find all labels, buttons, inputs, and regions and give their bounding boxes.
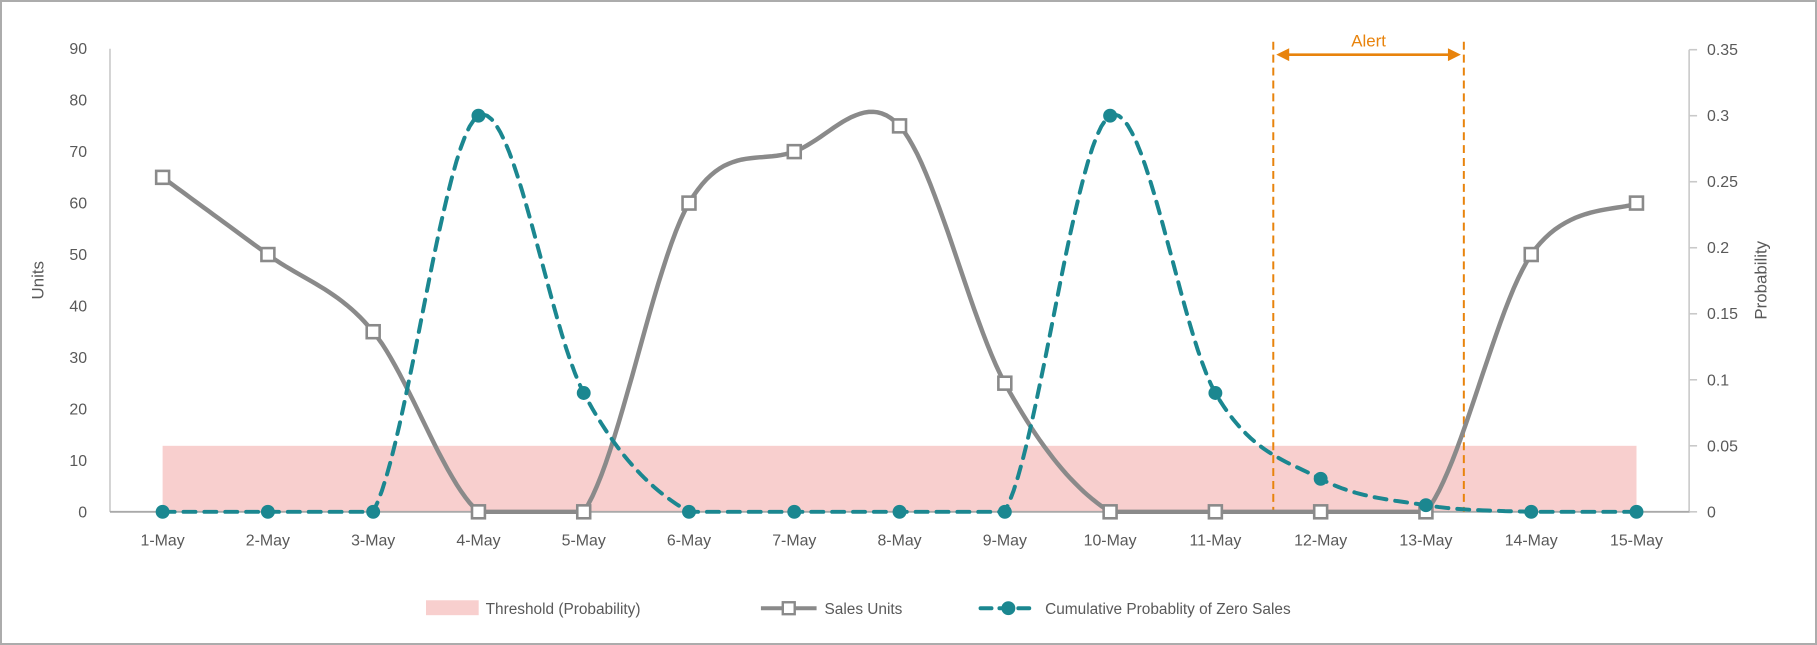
x-axis-tick-label: 7-May [772,533,816,550]
left-axis-tick-label: 90 [69,41,87,58]
right-axis-tick-label: 0.1 [1707,372,1729,389]
x-axis-tick-label: 15-May [1610,533,1663,550]
sales-units-marker [365,323,381,340]
x-axis-tick-label: 4-May [456,533,500,550]
cumulative-probability-marker [155,504,170,519]
x-axis-tick-label: 2-May [246,533,290,550]
x-axis-tick-label: 13-May [1399,533,1452,550]
sales-units-marker [1523,246,1539,263]
sales-units-marker [260,246,276,263]
cumulative-probability-marker [682,504,696,519]
left-axis-tick-label: 40 [69,298,87,315]
right-axis-tick-label: 0.25 [1707,174,1738,191]
left-axis-tick-label: 60 [69,196,87,213]
x-axis-tick-label: 9-May [983,533,1027,550]
x-axis-tick-label: 14-May [1505,533,1558,550]
threshold-band [162,445,1637,512]
sales-units-marker [997,375,1013,391]
right-axis-tick-label: 0.2 [1707,240,1729,257]
sales-units-marker [681,195,697,211]
x-axis-tick-label: 1-May [141,533,185,550]
left-axis-tick-label: 10 [69,453,87,470]
x-axis-tick-label: 12-May [1294,533,1347,550]
x-axis-tick-label: 8-May [877,533,921,550]
x-axis-tick-label: 11-May [1189,533,1241,550]
sales-units-marker [891,118,908,134]
cumulative-probability-marker [1418,498,1433,513]
cumulative-probability-marker [892,504,907,519]
left-axis-title: Units [28,261,47,299]
right-axis-tick-label: 0.05 [1707,438,1738,455]
left-axis-tick-label: 20 [69,401,87,418]
legend-threshold-swatch [426,600,479,616]
x-axis-tick-label: 3-May [351,533,395,550]
cumulative-probability-marker [787,504,802,519]
sales-units-marker [154,169,171,186]
left-axis-tick-label: 0 [78,504,87,521]
right-axis-tick-label: 0.3 [1707,108,1729,125]
cumulative-probability-marker [1629,504,1644,519]
alert-arrowhead-left [1276,48,1290,62]
alert-arrowhead-right [1447,48,1461,62]
right-axis-tick-label: 0.35 [1707,42,1738,59]
legend-sales-label: Sales Units [825,601,903,618]
left-axis-tick-label: 80 [69,93,87,110]
sales-units-marker [575,504,592,520]
legend-sales-marker [781,601,796,616]
cumulative-probability-marker [471,108,486,123]
right-axis-tick-label: 0 [1707,504,1716,521]
sales-units-marker [470,504,487,520]
x-axis-tick-label: 6-May [667,533,711,550]
cumulative-probability-marker [1313,471,1328,486]
sales-units-marker [1628,195,1645,211]
right-axis-title: Probability [1752,240,1771,319]
legend-threshold-label: Threshold (Probability) [486,601,641,618]
x-axis-tick-label: 5-May [562,533,606,550]
sales-units-marker [1312,504,1329,520]
cumulative-probability-marker [366,504,381,519]
legend-prob-label: Cumulative Probablity of Zero Sales [1045,601,1291,618]
cumulative-probability-marker [997,504,1012,519]
legend-prob-marker [1001,601,1016,616]
cumulative-probability-marker [1103,108,1118,123]
sales-units-marker [1102,504,1118,520]
cumulative-probability-marker [1208,386,1223,400]
x-axis-tick-label: 10-May [1084,533,1137,550]
right-axis-tick-label: 0.15 [1707,306,1738,323]
cumulative-probability-marker [260,504,275,519]
sales-units-marker [786,143,803,160]
left-axis-tick-label: 30 [69,350,87,367]
cumulative-probability-marker [576,386,591,400]
alert-label: Alert [1351,32,1386,51]
left-axis-tick-label: 50 [69,247,87,264]
cumulative-probability-marker [1524,504,1539,519]
left-axis-tick-label: 70 [69,144,87,161]
sales-units-marker [1207,504,1224,520]
